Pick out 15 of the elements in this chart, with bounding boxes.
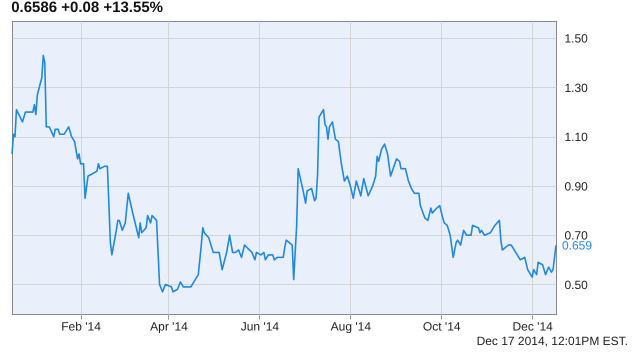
x-tick-label: Aug '14 (330, 320, 372, 334)
x-tick-label: Apr '14 (150, 320, 188, 334)
y-tick-label: 0.90 (564, 179, 588, 194)
y-tick-label: 1.10 (564, 130, 588, 144)
y-tick-label: 1.50 (564, 32, 588, 46)
x-tick-label: Dec '14 (512, 320, 554, 334)
text: Dec 17 2014, 12:01PM EST. (476, 334, 628, 348)
x-tick-label: Oct '14 (422, 320, 461, 334)
y-tick-label: 1.30 (564, 80, 588, 95)
line-series (11, 54, 557, 293)
x-tick-label: Jun '14 (240, 320, 280, 334)
annotation: 0.659 (562, 238, 592, 252)
y-tick-label: 0.50 (564, 278, 588, 292)
chart-title: 0.6586 +0.08 +13.55% (11, 0, 164, 16)
x-tick-label: Feb '14 (61, 320, 102, 334)
